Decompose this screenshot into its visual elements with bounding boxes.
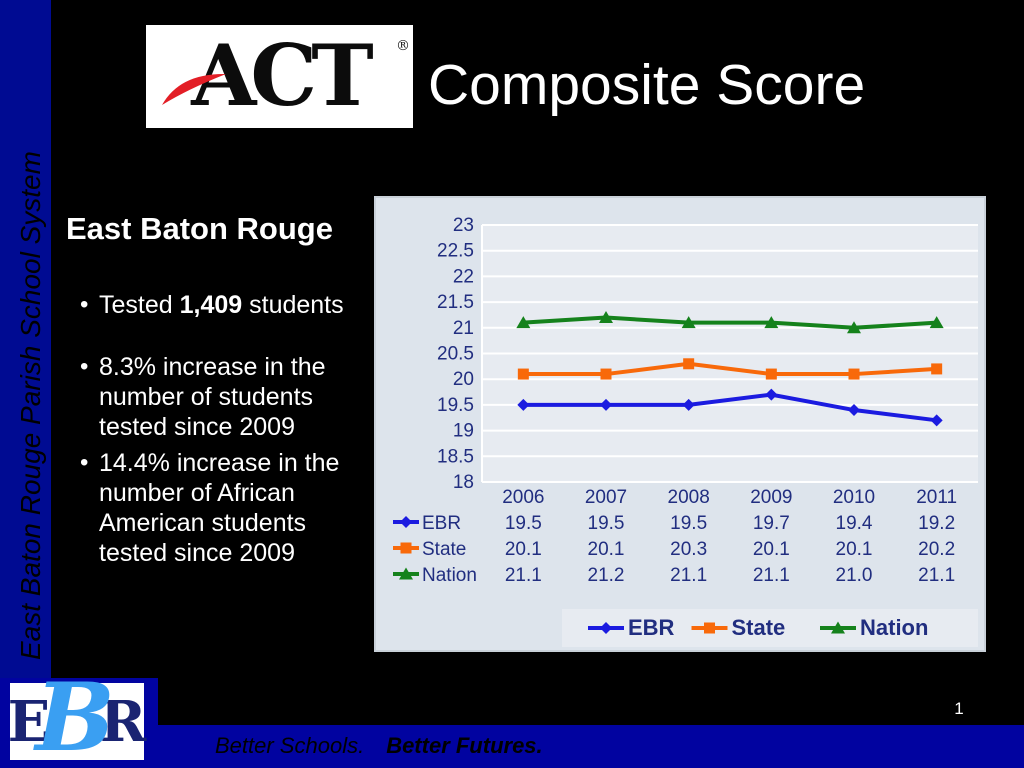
bullet-item-increase-aa-students: • 14.4% increase in the number of Africa… [80,448,381,568]
bullet-text: Tested 1,409 students [99,291,344,319]
x-axis-year-labels: 2006 2007 2008 2009 2010 2011 [502,487,957,508]
page-number: 1 [954,699,964,718]
bullet-text: 14.4% increase in the number of African … [99,449,340,567]
footer-band [0,725,1024,768]
svg-text:2009: 2009 [750,487,792,508]
act-composite-line-chart: 18 18.5 19 19.5 20 20.5 21 21.5 22 22.5 23 2006 2007… [393,215,978,647]
tagline-part-2: Better Futures. [386,733,543,758]
svg-text:21.2: 21.2 [588,565,625,586]
svg-text:19.5: 19.5 [505,513,542,534]
svg-text:EBR: EBR [422,513,461,534]
content-heading: East Baton Rouge [66,211,333,246]
plot-area [481,224,978,483]
slide-title: Composite Score [428,53,866,117]
series-Nation [516,311,944,334]
svg-text:19: 19 [453,421,474,442]
bullet-text: 8.3% increase in the number of students … [99,353,326,441]
bullet-dot: • [80,291,89,318]
ebr-logo-letter-r: R [99,688,147,755]
chart-data-table: EBR 19.5 19.5 19.5 19.7 19.4 19.2 State 20.1 20.1… [393,513,955,586]
registered-trademark-icon: ® [396,38,410,54]
svg-text:22.5: 22.5 [437,241,474,262]
svg-text:19.7: 19.7 [753,513,790,534]
svg-text:19.5: 19.5 [588,513,625,534]
bullet-item-increase-students: • 8.3% increase in the number of student… [80,352,381,442]
svg-text:2006: 2006 [502,487,544,508]
ebr-logo: E B R [7,671,147,765]
svg-text:19.4: 19.4 [836,513,873,534]
svg-text:23: 23 [453,215,474,236]
svg-text:2007: 2007 [585,487,627,508]
svg-text:21.1: 21.1 [505,565,542,586]
act-logo-box: ACT ® [146,25,413,128]
svg-text:21.5: 21.5 [437,292,474,313]
svg-text:2008: 2008 [668,487,710,508]
ebr-logo-letter-e: E [7,688,51,755]
left-sidebar-band: East Baton Rouge Parish School System [0,0,51,768]
act-swoosh-icon [162,73,226,105]
svg-text:2010: 2010 [833,487,875,508]
y-axis: 18 18.5 19 19.5 20 20.5 21 21.5 22 22.5 23 [437,215,474,493]
bullet-dot: • [80,449,89,476]
svg-text:21.0: 21.0 [836,565,873,586]
svg-text:Nation: Nation [422,565,477,586]
svg-text:20.1: 20.1 [588,539,625,560]
series-State [517,358,943,380]
svg-text:20.3: 20.3 [670,539,707,560]
svg-text:2011: 2011 [916,487,957,508]
svg-text:State: State [422,539,466,560]
svg-text:20.5: 20.5 [437,344,474,365]
svg-text:20.1: 20.1 [753,539,790,560]
svg-text:19.2: 19.2 [918,513,955,534]
bullet-dot: • [80,353,89,380]
svg-text:21.1: 21.1 [918,565,955,586]
svg-text:20: 20 [453,369,474,390]
act-composite-chart-panel: 18 18.5 19 19.5 20 20.5 21 21.5 22 22.5 23 2006 2007… [374,196,986,652]
svg-text:18.5: 18.5 [437,446,474,467]
svg-text:18: 18 [453,472,474,493]
svg-text:Nation: Nation [860,615,928,640]
svg-text:21: 21 [453,318,474,339]
svg-text:20.1: 20.1 [836,539,873,560]
district-side-text: East Baton Rouge Parish School System [15,151,46,660]
ebr-logo-letter-b: B [35,662,115,768]
svg-text:19.5: 19.5 [437,395,474,416]
content-block: East Baton Rouge • Tested 1,409 students… [66,212,381,568]
chart-legend: EBR State Nation [562,609,978,647]
svg-text:20.2: 20.2 [918,539,955,560]
svg-text:21.1: 21.1 [753,565,790,586]
svg-text:21.1: 21.1 [670,565,707,586]
footer-tagline: Better Schools. Better Futures. [215,733,543,759]
svg-text:19.5: 19.5 [670,513,707,534]
svg-text:20.1: 20.1 [505,539,542,560]
series-EBR [517,388,943,427]
svg-text:State: State [732,615,786,640]
svg-text:22: 22 [453,266,474,287]
tagline-part-1: Better Schools. [215,733,365,758]
svg-text:EBR: EBR [628,615,675,640]
bullet-item-tested: • Tested 1,409 students [80,290,381,320]
